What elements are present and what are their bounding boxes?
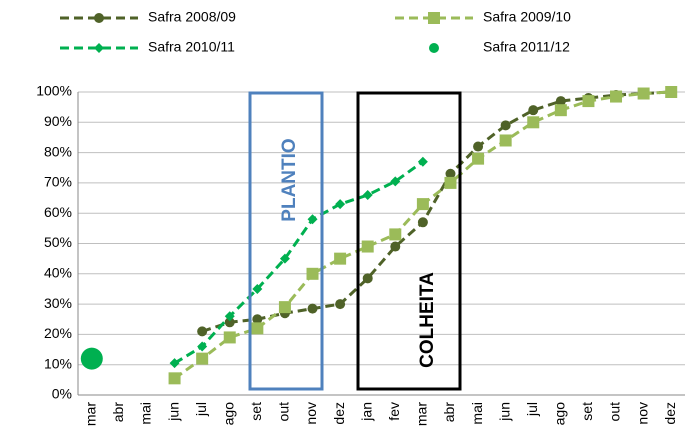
x-tick-label: mar xyxy=(414,402,430,426)
y-tick-label: 0% xyxy=(52,386,72,402)
x-tick-label: jun xyxy=(496,402,512,422)
marker xyxy=(473,141,484,152)
x-tick-label: nov xyxy=(303,402,319,425)
x-tick-label: fev xyxy=(386,402,402,421)
marker xyxy=(582,95,595,108)
marker xyxy=(251,322,264,335)
x-tick-label: abr xyxy=(441,402,457,423)
marker xyxy=(94,13,104,23)
marker xyxy=(500,120,511,131)
y-tick-label: 40% xyxy=(44,265,72,281)
marker xyxy=(307,214,318,225)
x-tick-label: set xyxy=(579,402,595,421)
y-tick-label: 100% xyxy=(36,83,72,99)
marker xyxy=(527,116,540,129)
marker xyxy=(278,301,291,314)
y-tick-label: 70% xyxy=(44,174,72,190)
x-tick-label: set xyxy=(248,402,264,421)
marker xyxy=(168,372,181,385)
y-tick-label: 80% xyxy=(44,143,72,159)
marker xyxy=(528,105,539,116)
marker xyxy=(169,358,180,369)
marker xyxy=(389,228,402,241)
x-tick-label: ago xyxy=(220,402,236,426)
x-tick-label: out xyxy=(276,402,292,422)
marker xyxy=(335,299,346,310)
x-tick-label: dez xyxy=(662,402,678,425)
y-tick-label: 10% xyxy=(44,355,72,371)
x-tick-label: mai xyxy=(469,402,485,425)
y-tick-label: 50% xyxy=(44,234,72,250)
marker xyxy=(307,303,318,314)
series-layer xyxy=(80,86,678,385)
marker xyxy=(499,134,512,147)
marker xyxy=(223,331,236,344)
marker xyxy=(196,352,209,365)
marker xyxy=(417,217,428,228)
marker xyxy=(444,176,457,189)
marker xyxy=(362,273,373,284)
marker xyxy=(252,283,263,294)
y-tick-label: 30% xyxy=(44,295,72,311)
legend-label: Safra 2009/10 xyxy=(483,9,571,25)
y-tick-label: 90% xyxy=(44,113,72,129)
marker xyxy=(472,152,485,165)
x-tick-label: jan xyxy=(358,402,374,422)
x-tick-label: dez xyxy=(331,402,347,425)
marker xyxy=(416,198,429,211)
x-tick-label: mai xyxy=(138,402,154,425)
marker xyxy=(224,311,235,322)
x-tick-label: ago xyxy=(552,402,568,426)
x-tick-label: abr xyxy=(110,402,126,423)
marker xyxy=(665,86,678,98)
x-tick-label: jun xyxy=(165,402,181,422)
annotation: PLANTIO xyxy=(279,138,300,221)
plot-back: 0%10%20%30%40%50%60%70%80%90%100%mar abr m… xyxy=(36,83,685,426)
x-tick-label: mar xyxy=(82,402,98,426)
plantio-box xyxy=(248,91,324,391)
marker xyxy=(429,43,439,53)
marker xyxy=(252,314,263,325)
marker xyxy=(80,347,103,370)
marker xyxy=(335,199,346,210)
marker xyxy=(197,326,208,337)
marker xyxy=(334,252,347,265)
marker xyxy=(610,90,623,103)
marker xyxy=(279,253,290,264)
x-tick-label: out xyxy=(607,402,623,422)
marker xyxy=(554,104,567,117)
marker xyxy=(390,241,401,252)
colheita-box xyxy=(356,91,462,391)
marker xyxy=(637,87,650,100)
legend-label: Safra 2011/12 xyxy=(483,39,570,55)
marker xyxy=(306,267,319,280)
y-tick-label: 20% xyxy=(44,325,72,341)
marker xyxy=(428,12,440,24)
marker xyxy=(445,168,456,179)
marker xyxy=(417,156,428,167)
legend: Safra 2008/09 Safra 2009/10 Safra 2010/11 S… xyxy=(60,9,571,55)
x-tick-label: jul xyxy=(524,402,540,417)
marker xyxy=(224,317,235,328)
x-tick-label: jul xyxy=(193,402,209,417)
marker xyxy=(555,96,566,107)
annotation: COLHEITA xyxy=(417,272,438,368)
marker xyxy=(390,176,401,187)
x-tick-label: nov xyxy=(634,402,650,425)
marker xyxy=(94,43,104,53)
legend-label: Safra 2010/11 xyxy=(148,39,235,55)
marker xyxy=(362,190,373,201)
marker xyxy=(197,341,208,352)
y-tick-label: 60% xyxy=(44,204,72,220)
marker xyxy=(361,240,374,253)
legend-label: Safra 2008/09 xyxy=(148,9,236,25)
